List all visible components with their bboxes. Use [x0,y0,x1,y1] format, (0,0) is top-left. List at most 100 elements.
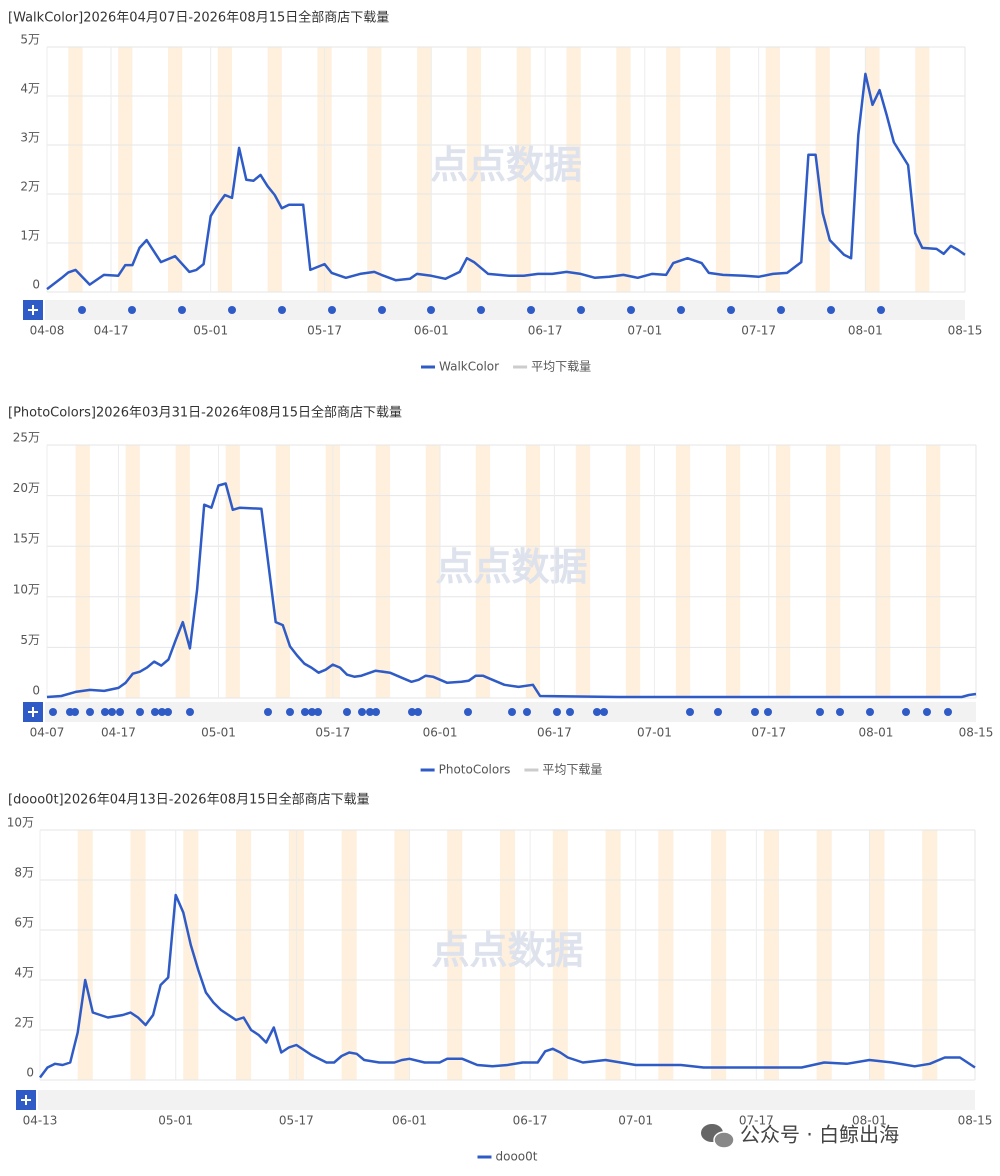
event-dot [136,708,144,716]
event-dot [328,306,336,314]
y-tick-label: 2万 [14,1016,34,1030]
legend: WalkColor 平均下载量 [421,360,591,374]
event-dot [866,708,874,716]
weekend-band [499,830,516,1080]
legend-label: 平均下载量 [542,763,602,777]
event-dot [527,306,535,314]
weekend-band [466,47,482,292]
y-tick-label: 10万 [13,582,40,596]
event-dot [151,708,159,716]
x-tick-label: 07-01 [627,324,662,338]
x-tick-label: 05-01 [201,726,236,740]
x-tick-label: 08-15 [958,1114,993,1128]
expand-button[interactable] [23,702,43,722]
event-dot [764,708,772,716]
event-dot [372,708,380,716]
event-dot [378,306,386,314]
expand-button[interactable] [16,1090,36,1110]
legend: dooo0t [477,1150,538,1164]
event-dot [264,708,272,716]
weekend-band [763,830,779,1080]
weekend-band [922,830,938,1080]
event-dot [116,708,124,716]
event-dot [836,708,844,716]
weekend-band [267,47,282,292]
y-tick-label: 5万 [20,633,40,647]
x-tick-label: 05-17 [279,1114,314,1128]
legend-label: dooo0t [496,1150,538,1164]
x-tick-label: 05-01 [158,1114,193,1128]
legend-label: WalkColor [439,360,499,374]
event-dot [553,708,561,716]
legend-label: 平均下载量 [531,360,591,374]
y-tick-label: 20万 [13,481,40,495]
event-dot [101,708,109,716]
weekend-band [183,830,199,1080]
weekend-band [925,445,941,698]
weekend-band [765,47,780,292]
y-tick-label: 5万 [20,33,40,47]
weekend-band [525,445,541,698]
event-dot [366,708,374,716]
weekend-band [711,830,727,1080]
event-dot [751,708,759,716]
event-strip [38,1090,975,1110]
y-tick-label: 4万 [20,82,40,96]
event-dot [686,708,694,716]
event-dot [164,708,172,716]
x-tick-label: 06-01 [392,1114,427,1128]
weekend-band [118,47,133,292]
x-tick-label: 04-17 [101,726,136,740]
wechat-icon [701,1124,735,1149]
expand-button[interactable] [23,300,43,320]
weekend-band [167,47,183,292]
event-dot [877,306,885,314]
weekend-band [341,830,357,1080]
event-dot [128,306,136,314]
weekend-band [225,445,240,698]
weekend-band [616,47,631,292]
watermark: 点点数据 [431,929,583,973]
x-tick-label: 05-01 [193,324,228,338]
watermark: 点点数据 [435,545,587,589]
plus-icon [28,707,38,717]
weekend-band [869,830,885,1080]
weekend-band [68,47,83,292]
y-tick-label: 0 [26,1066,34,1080]
plus-icon [28,305,38,315]
legend-label: PhotoColors [439,763,511,777]
event-dot [301,708,309,716]
y-tick-label: 6万 [14,916,34,930]
event-dot [827,306,835,314]
event-dot [677,306,685,314]
x-tick-label: 06-01 [423,726,458,740]
y-tick-label: 10万 [7,816,34,830]
event-dot [714,708,722,716]
x-tick-label: 04-13 [23,1114,58,1128]
weekend-band [125,445,140,698]
data-line [39,893,976,1079]
weekend-band [875,445,891,698]
y-tick-label: 2万 [20,180,40,194]
event-dot [343,708,351,716]
watermark: 点点数据 [430,143,582,187]
x-tick-label: 06-17 [537,726,572,740]
x-tick-label: 08-01 [852,1114,887,1128]
event-dot [593,708,601,716]
event-dot [727,306,735,314]
weekend-band [417,47,432,292]
weekend-band [130,830,146,1080]
weekend-band [394,830,410,1080]
event-dot [408,708,416,716]
weekend-band [725,445,741,698]
weekend-band [658,830,674,1080]
x-tick-label: 08-01 [859,726,894,740]
event-dot [944,708,952,716]
event-dot [286,708,294,716]
plus-icon [21,1095,31,1105]
event-dot [902,708,910,716]
x-tick-label: 08-15 [959,726,994,740]
weekend-band [552,830,568,1080]
weekend-band [825,445,841,698]
x-tick-label: 08-01 [848,324,883,338]
